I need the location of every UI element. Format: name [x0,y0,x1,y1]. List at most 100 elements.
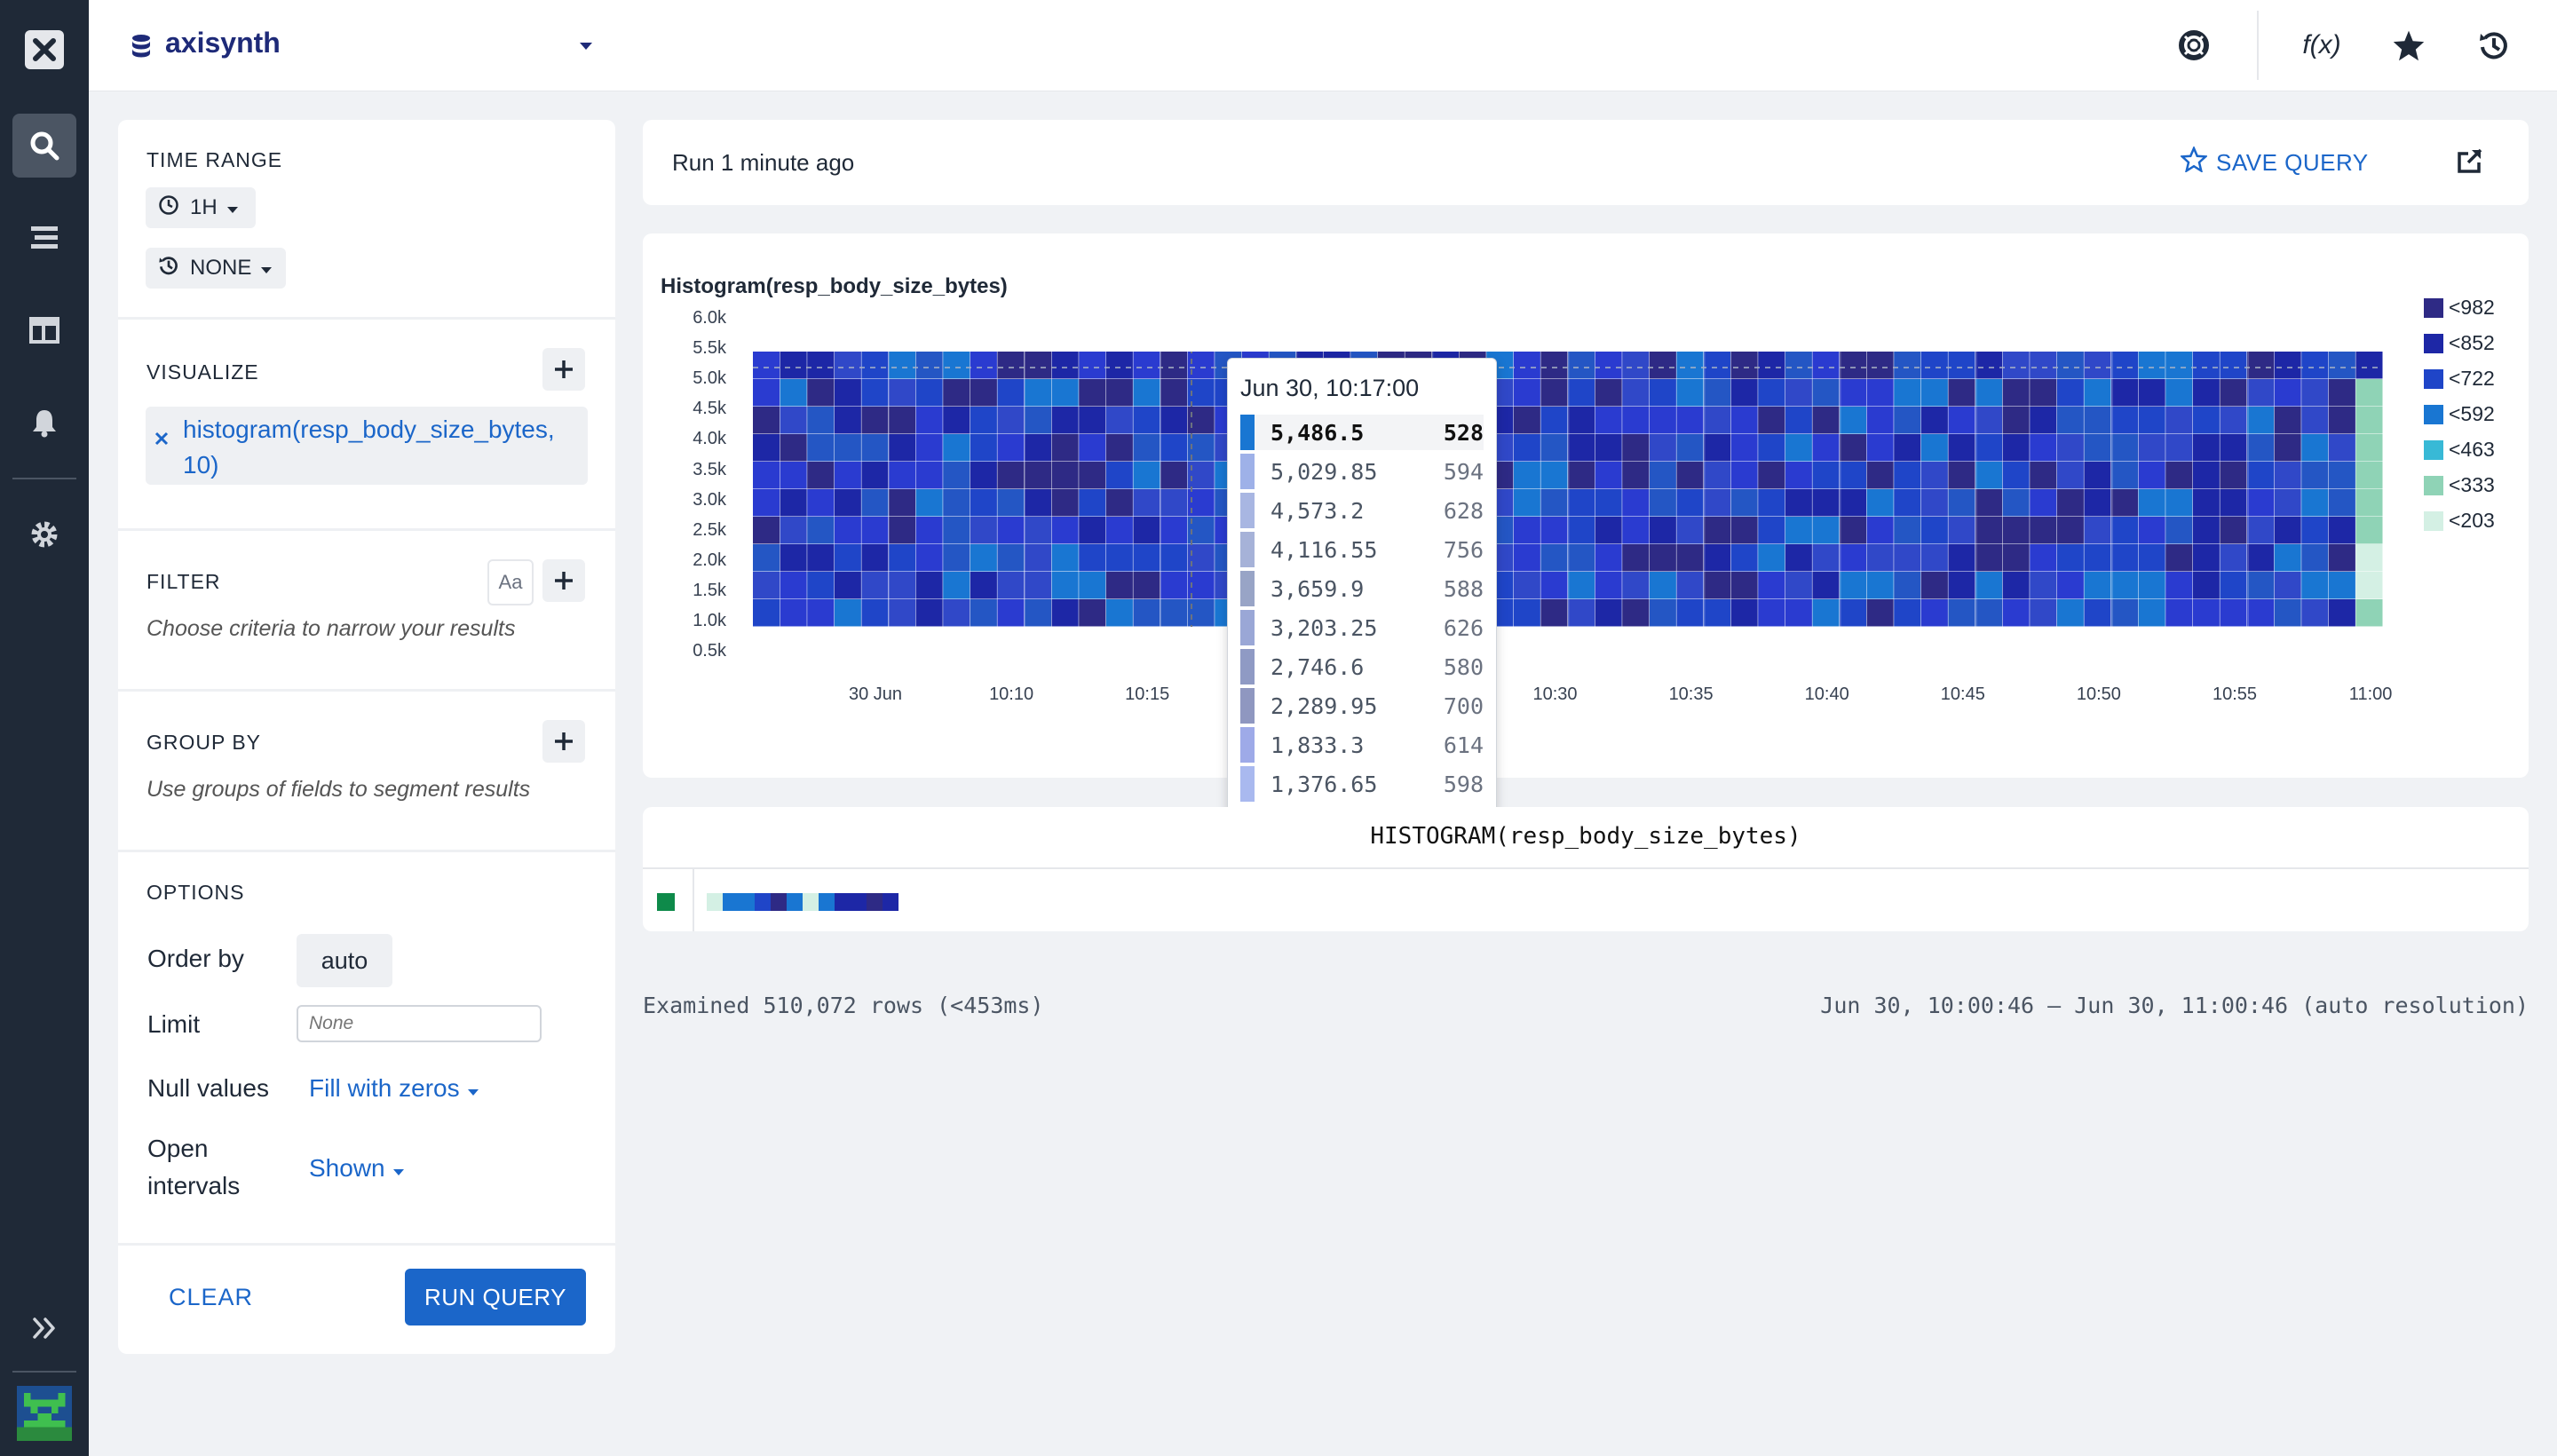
heatmap-cell [1105,434,1133,462]
y-axis: 6.0k 5.5k 5.0k 4.5k 4.0k 3.5k 3.0k 2.5k 2.0k 1.5k… [643,233,726,778]
add-visualize-button[interactable] [542,348,585,391]
heatmap-cell [1676,352,1704,379]
legend-item[interactable]: <463 [2424,438,2495,462]
order-by-select[interactable]: auto [297,934,392,987]
heatmap-cell [1513,434,1540,462]
heatmap-cell [753,379,780,407]
column-header[interactable]: HISTOGRAM(resp_body_size_bytes) [1370,823,1801,850]
run-query-button[interactable]: RUN QUERY [405,1269,586,1325]
search-icon[interactable] [12,114,76,178]
legend-item[interactable]: <982 [2424,296,2495,320]
heatmap-cell [1649,599,1676,627]
x-logo-icon[interactable] [12,18,76,82]
heatmap-cell [1758,517,1785,544]
double-chevron-right-icon[interactable] [12,1296,76,1360]
mini-histogram[interactable] [707,893,920,911]
heatmap-cell [2056,544,2084,572]
heatmap-cell [2138,489,2165,517]
help-lifebuoy-icon[interactable] [2173,25,2214,66]
heatmap-cell [1622,572,1650,599]
heatmap-cell [915,572,943,599]
heatmap-cell [1649,462,1676,489]
star-icon[interactable] [2388,25,2429,66]
heatmap-cell [2301,434,2329,462]
stack-icon[interactable] [12,206,76,270]
heatmap-cell [834,489,861,517]
limit-input[interactable] [297,1005,542,1042]
save-query-button[interactable]: SAVE QUERY [2179,145,2369,178]
chevron-down-icon[interactable] [579,39,593,55]
add-filter-button[interactable] [542,559,585,602]
heatmap-cell [1540,407,1568,434]
heatmap-cell [1649,544,1676,572]
legend-item[interactable]: <592 [2424,402,2495,426]
heatmap-cell [1540,599,1568,627]
time-range-button[interactable]: 1H [146,187,256,228]
heatmap-cell [780,407,807,434]
heatmap-cell [2274,352,2301,379]
legend-item[interactable]: <722 [2424,367,2495,391]
heatmap-cell [1866,434,1894,462]
tooltip-bucket: 3,659.9 [1271,575,1365,602]
legend-item[interactable]: <852 [2424,331,2495,355]
heatmap-cell [861,407,889,434]
case-sensitive-toggle[interactable]: Aa [487,559,534,605]
heatmap-cell [1133,572,1160,599]
heatmap-cell [943,544,970,572]
pixel-avatar-icon[interactable] [12,1381,76,1445]
heatmap-cell [2220,489,2247,517]
heatmap-cell [1758,462,1785,489]
heatmap-cell [753,489,780,517]
open-intervals-value: Shown [309,1154,385,1182]
null-values-select[interactable]: Fill with zeros [309,1074,479,1103]
heatmap-cell [1894,407,1921,434]
heatmap-cell [2002,379,2030,407]
compare-button[interactable]: NONE [146,248,286,289]
heatmap-cell [1079,379,1106,407]
heatmap-cell [915,462,943,489]
mini-histogram-bar [851,893,867,911]
heatmap-cell [997,517,1025,544]
heatmap-cell [2056,407,2084,434]
heatmap-cell [997,352,1025,379]
visualize-item[interactable]: histogram(resp_body_size_bytes, 10) [146,407,588,485]
heatmap-cell [2002,407,2030,434]
chevron-down-icon [467,1074,479,1103]
heatmap-cell [2355,352,2383,379]
y-tick-label: 5.5k [693,338,726,359]
close-icon[interactable] [154,431,169,450]
heatmap-cell [1622,407,1650,434]
heatmap-cell [1025,544,1052,572]
heatmap-plot[interactable] [753,352,2383,627]
add-group-by-button[interactable] [542,720,585,763]
heatmap-cell [2328,599,2355,627]
heatmap-cell [1704,407,1731,434]
dashboard-icon[interactable] [12,298,76,362]
heatmap-cell [2328,352,2355,379]
section-divider [118,1243,615,1246]
clear-button[interactable]: CLEAR [169,1284,254,1310]
history-icon[interactable] [2474,25,2514,66]
dataset-selector[interactable]: axisynth [165,27,281,59]
heatmap-cell [1540,379,1568,407]
visualize-item-label[interactable]: histogram(resp_body_size_bytes, 10) [183,415,555,479]
heatmap-cell [1866,544,1894,572]
heatmap-cell [1649,489,1676,517]
heatmap-cell [2274,379,2301,407]
open-intervals-select[interactable]: Shown [309,1154,405,1183]
tooltip-bucket: 2,289.95 [1271,692,1378,719]
share-icon[interactable] [2456,146,2484,179]
legend-item[interactable]: <203 [2424,509,2495,533]
heatmap-cell [2192,489,2220,517]
legend-item[interactable]: <333 [2424,473,2495,497]
heatmap-cell [2030,434,2057,462]
gear-icon[interactable] [12,502,76,566]
heatmap-cell [1948,352,1975,379]
function-icon[interactable]: f(x) [2302,30,2341,59]
heatmap-cell [2301,462,2329,489]
heatmap-cell [1079,462,1106,489]
heatmap-cell [2084,517,2111,544]
heatmap-cell [1025,462,1052,489]
bell-icon[interactable] [12,391,76,455]
heatmap-cell [2220,352,2247,379]
